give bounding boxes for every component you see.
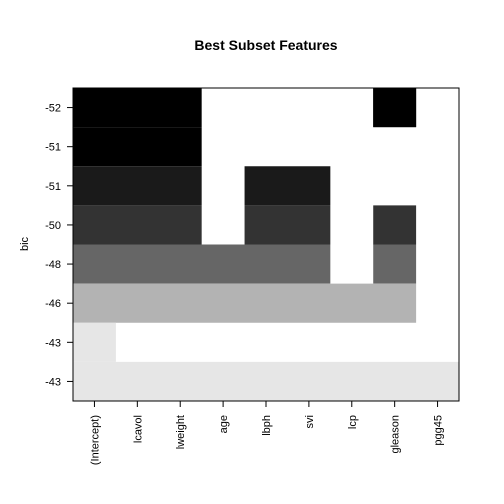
y-axis-label: bic	[19, 236, 31, 251]
y-tick-label: -48	[45, 259, 61, 271]
heatmap-cell-row-6-col-1	[73, 283, 417, 323]
y-tick-label: -52	[45, 103, 61, 115]
heatmap-cells	[73, 88, 459, 402]
y-tick-label: -51	[45, 142, 61, 154]
x-tick-label: (Intercept)	[89, 415, 101, 465]
x-tick-label: lcavol	[132, 415, 144, 443]
x-tick-label: gleason	[390, 415, 402, 454]
x-axis: (Intercept) lcavol lweight age lbph svi lcp gle…	[89, 401, 445, 465]
y-tick-label: -50	[45, 220, 61, 232]
heatmap-cell-row-8-col-1	[73, 361, 459, 402]
heatmap-cell-row-4-col-1	[73, 205, 202, 245]
x-tick-label: lbph	[261, 415, 273, 436]
y-tick-label: -43	[45, 376, 61, 388]
heatmap-cell-row-7-col-1	[73, 322, 116, 362]
x-tick-label: svi	[304, 415, 316, 428]
y-axis: -52 -51 -51 -50 -48 -46 -43 -43	[45, 103, 73, 388]
heatmap-cell-row-4-col-5	[244, 205, 331, 245]
x-tick-label: lcp	[347, 415, 359, 429]
heatmap-cell-row-1-col-1	[73, 88, 202, 128]
heatmap-cell-row-5-col-8	[373, 244, 417, 284]
heatmap-cell-row-4-col-8	[373, 205, 417, 245]
chart-title: Best Subset Features	[194, 37, 337, 53]
y-tick-label: -46	[45, 298, 61, 310]
x-tick-label: pgg45	[433, 415, 445, 446]
x-tick-label: lweight	[175, 415, 187, 449]
y-tick-label: -51	[45, 181, 61, 193]
heatmap-extra-cell-1	[373, 88, 417, 128]
heatmap-cell-row-5-col-1	[73, 244, 331, 284]
y-tick-label: -43	[45, 337, 61, 349]
x-tick-label: age	[218, 415, 230, 433]
heatmap-cell-row-2-col-1	[73, 127, 202, 167]
heatmap-cell-row-3-col-1	[73, 166, 202, 206]
heatmap-cell-row-3-col-5	[244, 166, 331, 206]
